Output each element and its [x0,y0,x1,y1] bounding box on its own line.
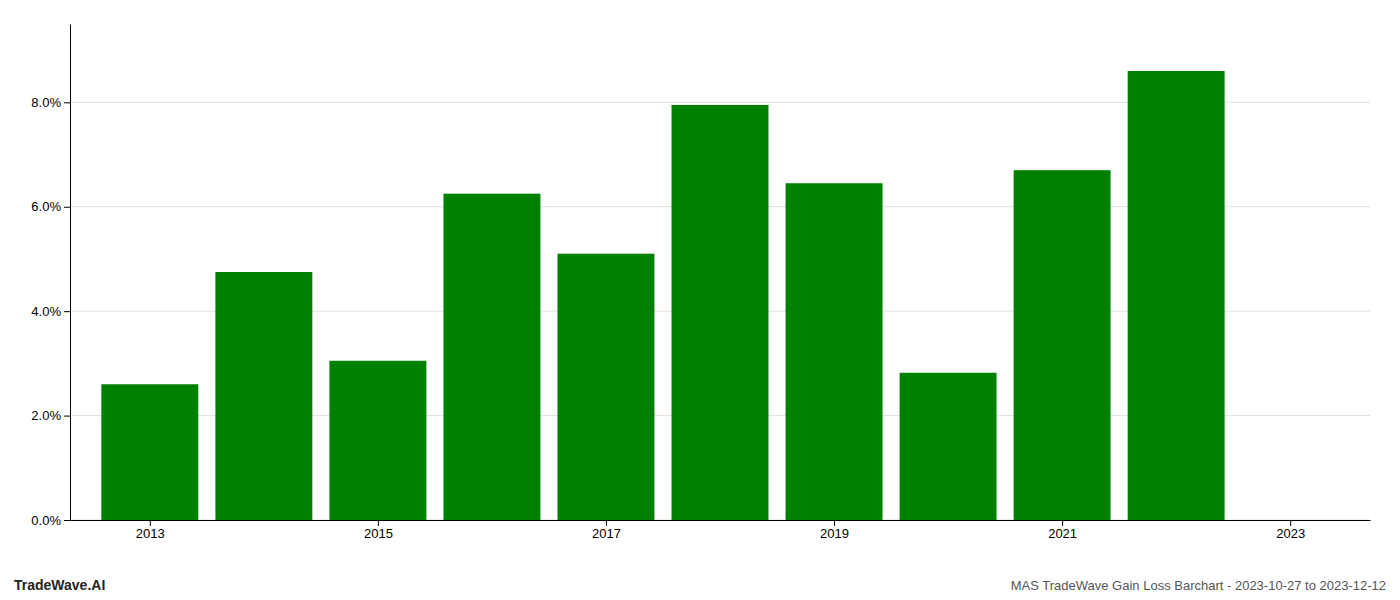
plot: 2013 2015 2017 2019 2021 2023 0.0% 2.0% 4.0% 6.0%… [31,25,1370,542]
footer-left: TradeWave.AI [14,577,105,593]
tick: 2.0% [31,408,70,423]
tick-label: 2015 [364,526,393,541]
tick-mark [64,102,70,103]
tick-label: 4.0% [31,304,61,319]
tick-mark [606,520,607,526]
tick: 2023 [1276,520,1305,541]
bar [443,194,540,520]
tick-mark [378,520,379,526]
footer-right: MAS TradeWave Gain Loss Barchart - 2023-… [1011,578,1386,593]
bar [1014,170,1111,520]
bar [900,373,997,520]
tick-mark [64,416,70,417]
bar [786,183,883,520]
bar [558,254,655,520]
tick: 2015 [364,520,393,541]
tick: 2013 [136,520,165,541]
axis-line [70,25,71,521]
chart: 2013 2015 2017 2019 2021 2023 0.0% 2.0% 4.0% 6.0%… [0,0,1400,600]
y-axis: 0.0% 2.0% 4.0% 6.0% 8.0% [31,25,70,528]
tick-mark [1290,520,1291,526]
tick-label: 8.0% [31,95,61,110]
tick: 2017 [592,520,621,541]
tick: 6.0% [31,199,70,214]
bar [672,105,769,520]
bar [101,384,198,520]
bars [101,71,1224,520]
tick-mark [64,207,70,208]
tick: 8.0% [31,95,70,110]
tick: 4.0% [31,304,70,319]
tick-label: 6.0% [31,199,61,214]
tick-label: 2.0% [31,408,61,423]
bar [329,361,426,520]
tick-mark [150,520,151,526]
tick-label: 0.0% [31,513,61,528]
tick-mark [64,311,70,312]
bar [215,272,312,520]
tick-mark [64,520,70,521]
tick: 2021 [1048,520,1077,541]
tick-mark [1062,520,1063,526]
tick-label: 2021 [1048,526,1077,541]
tick-mark [834,520,835,526]
axis-line [71,520,1371,521]
tick-label: 2023 [1276,526,1305,541]
tick: 0.0% [31,513,70,528]
tick-label: 2017 [592,526,621,541]
x-axis: 2013 2015 2017 2019 2021 2023 [71,520,1371,541]
tick-label: 2019 [820,526,849,541]
tick: 2019 [820,520,849,541]
bar [1128,71,1225,520]
tick-label: 2013 [136,526,165,541]
